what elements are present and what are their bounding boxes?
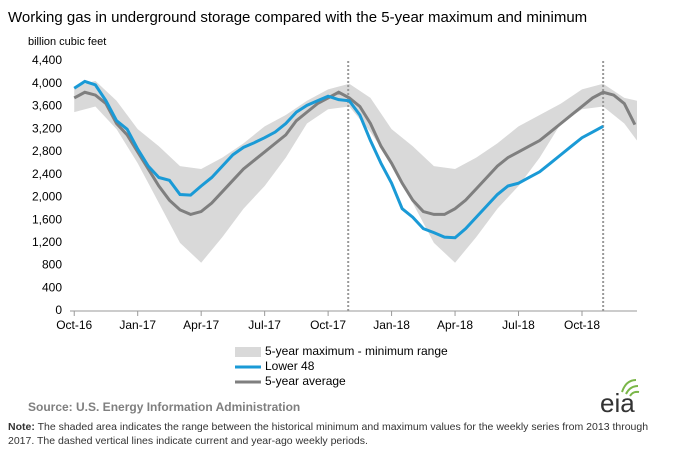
chart-title: Working gas in underground storage compa… (8, 9, 587, 26)
y-tick-label: 1,200 (32, 235, 62, 249)
y-tick-label: 800 (42, 258, 62, 272)
note: Note: The shaded area indicates the rang… (8, 420, 670, 448)
note-label: Note: (8, 421, 35, 433)
x-tick-label: Jul-18 (502, 318, 535, 332)
y-tick-label: 3,600 (32, 99, 62, 113)
y-tick-label: 2,000 (32, 190, 62, 204)
range-band (74, 80, 638, 263)
x-tick-label: Oct-18 (564, 318, 600, 332)
note-text: The shaded area indicates the range betw… (8, 421, 649, 447)
y-tick-label: 1,600 (32, 212, 62, 226)
y-tick-label: 0 (55, 303, 62, 317)
y-tick-label: 4,400 (32, 53, 62, 67)
x-tick-label: Apr-18 (437, 318, 473, 332)
legend-label: Lower 48 (265, 359, 315, 373)
y-tick-label: 400 (42, 280, 62, 294)
logo-mark (621, 379, 640, 397)
x-tick-label: Jul-17 (248, 318, 281, 332)
series-line (73, 79, 604, 240)
x-tick-label: Apr-17 (183, 318, 219, 332)
y-axis-label: billion cubic feet (28, 36, 106, 48)
legend-swatch (235, 347, 261, 357)
y-tick-label: 2,800 (32, 144, 62, 158)
y-tick-label: 2,400 (32, 167, 62, 181)
y-tick-label: 3,200 (32, 121, 62, 135)
x-tick-label: Oct-16 (56, 318, 92, 332)
series-line (73, 90, 637, 216)
x-tick-label: Oct-17 (310, 318, 346, 332)
y-tick-label: 4,000 (32, 76, 62, 90)
x-tick-label: Jan-18 (373, 318, 410, 332)
source: Source: U.S. Energy Information Administ… (28, 400, 300, 414)
legend-label: 5-year average (265, 374, 346, 388)
logo: eia (600, 388, 635, 418)
legend-label: 5-year maximum - minimum range (265, 344, 448, 358)
x-tick-label: Jan-17 (119, 318, 156, 332)
